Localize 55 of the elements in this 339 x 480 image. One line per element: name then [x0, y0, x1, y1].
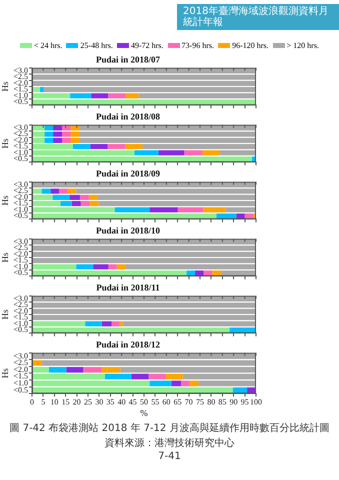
y-axis-title: Hs [0, 368, 10, 378]
y-tick-label: <0.5 [13, 154, 28, 164]
x-tick-label: 75 [196, 397, 204, 406]
y-tick-label: <3.0 [13, 351, 28, 360]
x-tick-label: 40 [118, 397, 126, 406]
x-tick-label: 65 [174, 397, 182, 406]
y-tick-label: <0.5 [13, 268, 28, 278]
x-tick-label: 50 [140, 397, 148, 406]
caption: 圖 7-42 布袋港測站 2018 年 7-12 月波高與延續作用時數百分比統計圖 [8, 422, 330, 435]
x-tick-label: 100 [250, 397, 262, 406]
x-tick-label: 25 [84, 397, 92, 406]
y-tick-label: <0.5 [13, 325, 28, 334]
y-tick-label: <1.0 [13, 378, 28, 388]
y-axis-title: Hs [0, 81, 10, 92]
x-tick-label: 95 [240, 397, 249, 406]
chart-title: Pudai in 2018/07 [96, 54, 161, 65]
y-axis-title: Hs [0, 138, 10, 149]
chart-title: Pudai in 2018/12 [96, 340, 161, 350]
legend-label: 25-48 hrs. [80, 40, 113, 50]
y-axis-title: Hs [0, 252, 10, 263]
y-axis-title: Hs [0, 195, 10, 206]
x-tick-label: 35 [106, 397, 114, 406]
y-axis-title: Hs [0, 309, 10, 320]
x-axis-title: % [140, 408, 148, 418]
x-tick-label: 30 [95, 397, 104, 406]
x-tick-label: 5 [41, 397, 46, 406]
legend-label: 49-72 hrs. [130, 40, 164, 50]
source-note: 資料來源：港灣技術研究中心 [104, 436, 236, 450]
x-tick-label: 10 [50, 397, 58, 406]
legend-label: 96-120 hrs. [232, 40, 269, 50]
x-tick-label: 80 [207, 397, 216, 406]
x-tick-label: 55 [151, 397, 160, 406]
x-tick-label: 60 [162, 397, 170, 406]
legend-label: > 120 hrs. [286, 40, 319, 50]
y-tick-label: <2.0 [13, 364, 28, 374]
y-tick-label: <0.5 [13, 211, 28, 220]
y-tick-label: <2.5 [13, 358, 28, 368]
x-tick-label: 85 [218, 397, 226, 406]
legend-label: 73-96 hrs. [182, 40, 214, 50]
x-tick-label: 20 [72, 397, 81, 406]
chart-title: Pudai in 2018/08 [96, 112, 161, 122]
chart-title: Pudai in 2018/09 [96, 168, 161, 179]
y-tick-label: <1.5 [13, 372, 28, 381]
x-tick-label: 70 [184, 397, 193, 406]
x-tick-label: 15 [62, 397, 70, 406]
x-tick-label: 45 [128, 397, 137, 406]
legend-label: < 24 hrs. [34, 40, 62, 50]
y-tick-label: <0.5 [13, 385, 28, 394]
text: 7-41 [157, 451, 182, 462]
chart-title: Pudai in 2018/11 [96, 282, 160, 293]
x-tick-label: 0 [30, 397, 34, 406]
chart-title: Pudai in 2018/10 [96, 226, 161, 236]
text: 2018年臺灣海域波浪觀測資料月統計年報 [177, 4, 339, 30]
y-tick-label: <0.5 [13, 97, 28, 106]
x-tick-label: 90 [230, 397, 238, 406]
